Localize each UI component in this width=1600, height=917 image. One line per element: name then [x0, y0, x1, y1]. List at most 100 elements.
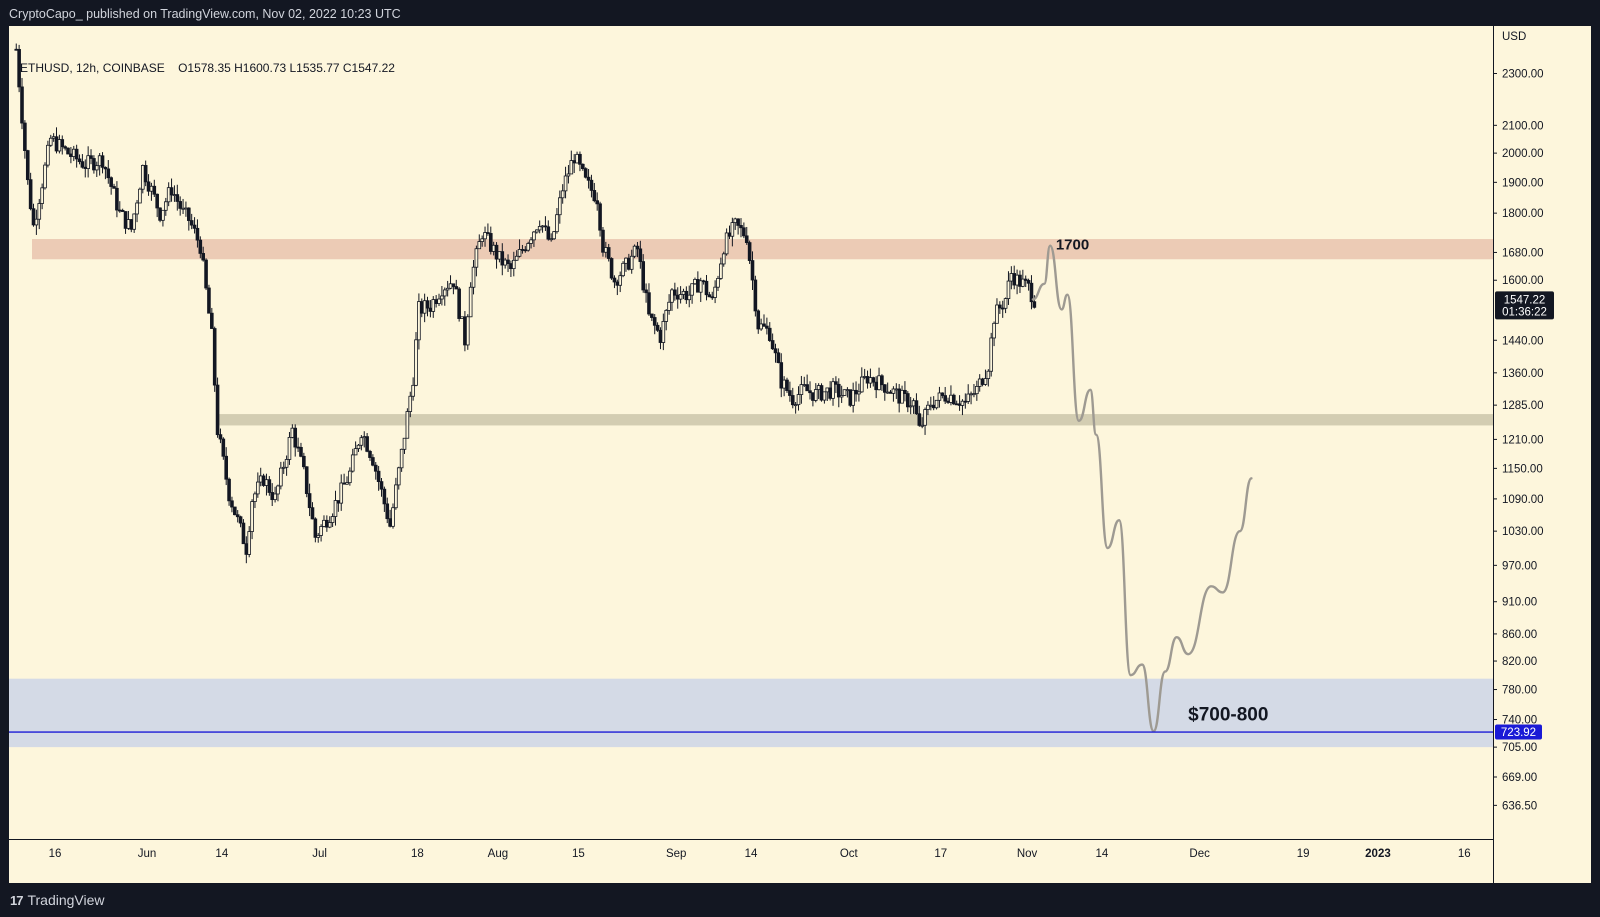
- candle-body: [293, 427, 298, 448]
- candle-body: [647, 292, 651, 315]
- candle-body: [224, 455, 228, 480]
- candle-body: [917, 413, 922, 426]
- candle-body: [848, 389, 853, 406]
- candle-body: [822, 391, 827, 401]
- time-tick-label: Dec: [1189, 848, 1210, 860]
- candle-body: [46, 144, 50, 166]
- price-tick-label: 1030.00: [1502, 526, 1544, 538]
- price-tick-label: 860.00: [1502, 629, 1537, 641]
- target-price-label: 723.92: [1501, 727, 1536, 739]
- price-tick-label: 1360.00: [1502, 368, 1544, 380]
- candle-body: [299, 446, 303, 457]
- candle-body: [353, 448, 358, 456]
- candle-body: [586, 176, 591, 181]
- price-tick-label: 636.50: [1502, 800, 1537, 812]
- candle-body: [491, 244, 496, 252]
- candle-body: [615, 281, 620, 286]
- candle-body: [975, 386, 979, 395]
- candle-body: [618, 275, 623, 286]
- candle-body: [891, 388, 896, 394]
- time-tick-label: Aug: [488, 848, 508, 860]
- candle-body: [391, 507, 395, 527]
- candle-body: [402, 437, 407, 450]
- chart-area[interactable]: 1700 $700-800 USD 2300.00 2100.00 2000.00 1900…: [9, 26, 1591, 883]
- candle-body: [578, 153, 582, 165]
- candle-body: [954, 403, 959, 406]
- candle-body: [698, 280, 703, 293]
- candle-body: [701, 280, 706, 283]
- candle-body: [900, 389, 904, 404]
- candle-body: [785, 379, 789, 391]
- time-tick-label: 15: [572, 848, 585, 860]
- candle-body: [767, 327, 772, 341]
- candle-body: [483, 232, 487, 240]
- candle-body: [532, 231, 536, 241]
- candle-body: [434, 299, 438, 304]
- candle-body: [212, 328, 217, 386]
- candle-body: [396, 467, 401, 486]
- candle-body: [736, 218, 740, 226]
- last-price-tag: [1495, 291, 1554, 320]
- candle-body: [1009, 273, 1014, 282]
- candle-body: [520, 249, 525, 251]
- candle-body: [66, 147, 70, 155]
- candle-body: [348, 470, 352, 484]
- candle-body: [227, 478, 231, 502]
- candle-body: [635, 245, 640, 250]
- candle-body: [696, 278, 700, 293]
- candle-body: [399, 448, 404, 469]
- candle-body: [929, 404, 933, 407]
- candle-body: [14, 48, 19, 51]
- candle-body: [80, 161, 85, 168]
- candle-body: [279, 467, 283, 487]
- candle-body: [540, 225, 545, 228]
- candle-body: [989, 337, 994, 372]
- candle-body: [339, 482, 344, 504]
- candle-body: [952, 394, 956, 405]
- annotation-label: 1700: [1056, 237, 1089, 254]
- price-tick-label: 740.00: [1502, 715, 1537, 727]
- candle-body: [474, 248, 479, 268]
- tradingview-brand[interactable]: 17 TradingView: [10, 892, 105, 908]
- time-tick-label: 17: [934, 848, 947, 860]
- candle-body: [28, 179, 33, 210]
- candle-body: [221, 438, 226, 457]
- candle-body: [716, 278, 720, 288]
- candle-body: [894, 388, 899, 391]
- candle-body: [43, 164, 47, 189]
- candle-body: [325, 519, 329, 528]
- candle-body: [405, 411, 410, 439]
- price-tick-label: 1285.00: [1502, 400, 1544, 412]
- candle-body: [500, 251, 505, 266]
- candle-body: [581, 163, 585, 170]
- candle-body: [537, 226, 542, 231]
- candle-body: [307, 493, 312, 509]
- candle-body: [253, 493, 257, 502]
- candle-body: [632, 245, 637, 257]
- candle-body: [851, 389, 855, 406]
- candle-body: [109, 177, 113, 187]
- candle-body: [267, 479, 272, 493]
- price-tick-label: 820.00: [1502, 656, 1537, 668]
- price-chart[interactable]: 1700 $700-800 USD 2300.00 2100.00 2000.00 1900…: [9, 26, 1591, 883]
- candle-body: [417, 301, 421, 341]
- candle-body: [457, 288, 461, 319]
- candle-body: [517, 249, 522, 257]
- candle-body: [747, 242, 752, 261]
- candle-body: [555, 214, 559, 233]
- candle-body: [296, 446, 300, 449]
- price-tick-label: 1210.00: [1502, 434, 1544, 446]
- candle-body: [949, 394, 953, 403]
- candle-body: [1012, 273, 1017, 286]
- price-axis-unit: USD: [1502, 31, 1526, 43]
- candle-body: [788, 390, 792, 396]
- candle-body: [187, 207, 191, 221]
- candle-body: [655, 324, 660, 331]
- candle-body: [943, 395, 947, 402]
- candle-body: [865, 376, 870, 384]
- candle-body: [126, 219, 131, 229]
- candle-body: [972, 393, 976, 396]
- candle-body: [920, 424, 924, 427]
- candle-body: [664, 310, 669, 322]
- candle-body: [871, 377, 876, 383]
